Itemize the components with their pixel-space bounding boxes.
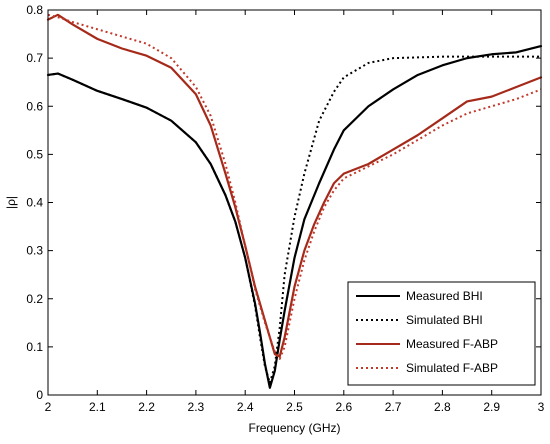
x-tick-label: 2.3 [188, 400, 205, 414]
y-tick-label: 0.6 [26, 99, 43, 113]
legend-entries: Measured BHI Simulated BHI Measured F-ABP S… [356, 289, 498, 375]
y-tick-label: 0 [36, 388, 43, 402]
legend-label: Measured BHI [406, 289, 483, 303]
series-line-2 [47, 55, 541, 384]
y-tick-label: 0.3 [26, 244, 43, 258]
legend-label: Measured F-ABP [406, 337, 498, 351]
legend-box [347, 281, 536, 386]
y-axis-label: |ρ| [4, 196, 18, 209]
x-tick-label: 2.6 [335, 400, 352, 414]
x-tick-label: 2 [45, 400, 52, 414]
legend: Measured BHI Simulated BHI Measured F-ABP S… [347, 281, 536, 386]
y-tick-label: 0.7 [26, 51, 43, 65]
legend-label: Simulated F-ABP [406, 361, 498, 375]
y-tick-label: 0.2 [26, 292, 43, 306]
series-line-3 [46, 13, 543, 358]
series-line-4 [47, 13, 542, 360]
x-tick-label: 2.9 [483, 400, 500, 414]
y-tick-label: 0.5 [26, 147, 43, 161]
x-tick-label: 3 [538, 400, 545, 414]
y-axis-ticks: 0 0.1 0.2 0.3 0.4 0.5 0.6 0.7 0.8 [26, 3, 541, 402]
series-layer [46, 13, 543, 389]
legend-label: Simulated BHI [406, 313, 483, 327]
x-axis-ticks: 2 2.1 2.2 2.3 2.4 2.5 2.6 2.7 2.8 2.9 3 [45, 10, 545, 414]
y-tick-label: 0.1 [26, 340, 43, 354]
x-axis-label: Frequency (GHz) [248, 421, 340, 435]
x-tick-label: 2.1 [89, 400, 106, 414]
x-tick-label: 2.7 [385, 400, 402, 414]
x-tick-label: 2.5 [286, 400, 303, 414]
x-tick-label: 2.4 [237, 400, 254, 414]
series-line-1 [46, 44, 543, 389]
y-tick-label: 0.8 [26, 3, 43, 17]
y-tick-label: 0.4 [26, 196, 43, 210]
x-tick-label: 2.2 [138, 400, 155, 414]
x-tick-label: 2.8 [434, 400, 451, 414]
